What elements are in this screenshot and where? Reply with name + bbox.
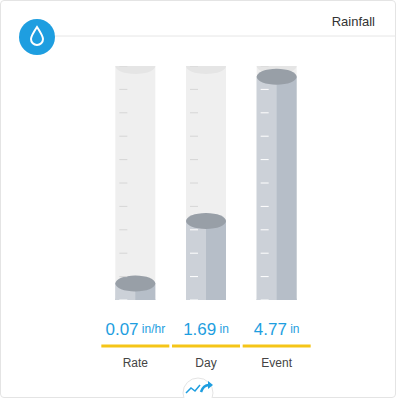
svg-text:in: in: [287, 322, 300, 336]
svg-text:Event: Event: [261, 356, 292, 370]
svg-text:1.69: 1.69: [183, 320, 216, 339]
svg-text:Rate: Rate: [123, 356, 149, 370]
svg-text:Rainfall: Rainfall: [332, 14, 375, 29]
svg-text:0.07: 0.07: [105, 320, 138, 339]
svg-text:in/hr: in/hr: [139, 322, 166, 336]
svg-text:Day: Day: [195, 356, 216, 370]
svg-text:4.77: 4.77: [254, 320, 287, 339]
svg-text:in: in: [216, 322, 229, 336]
